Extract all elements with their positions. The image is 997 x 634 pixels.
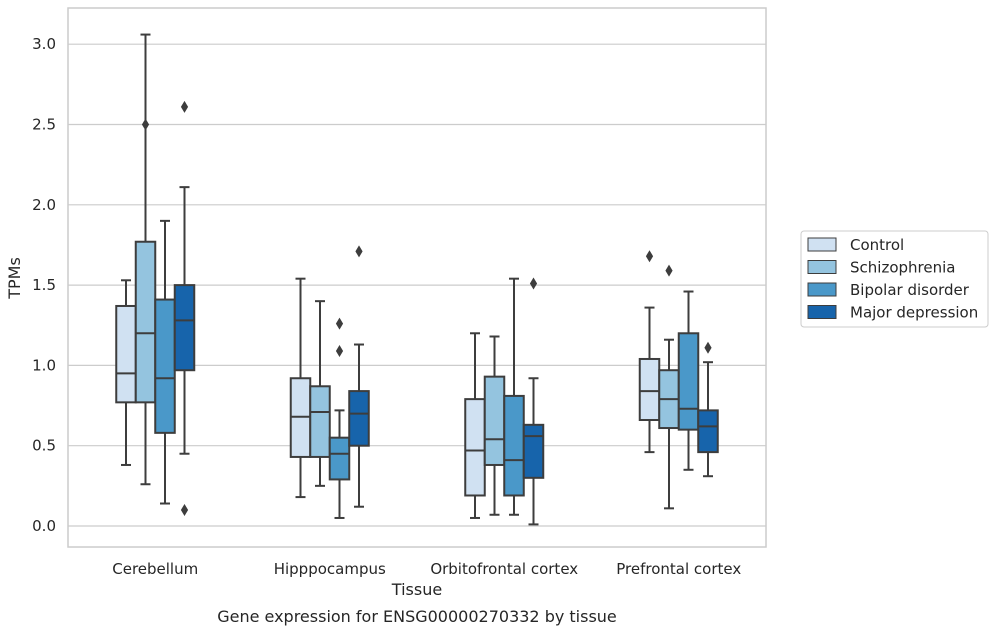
x-tick-label: Orbitofrontal cortex [430,560,578,578]
box-iqr [638,357,661,422]
box-iqr [697,409,719,454]
outlier-marker [141,118,150,131]
box-iqr [134,240,157,404]
x-axis-label: Tissue [391,580,442,599]
x-tick-label: Cerebellum [112,560,198,578]
box-major-depression [173,100,196,516]
box-iqr [154,298,176,434]
box-iqr [464,398,486,497]
legend-swatch [807,237,837,252]
legend: Control Schizophrenia Bipolar disorder Majo… [800,230,989,328]
outlier-marker [180,503,189,516]
box-control [464,332,486,519]
plot-area [67,7,767,548]
box-iqr [173,284,196,372]
outlier-marker [529,277,538,290]
y-tick-label: 3.0 [32,35,56,53]
legend-label: Bipolar disorder [850,281,970,299]
legend-swatch [807,282,837,297]
boxes [115,33,719,526]
outlier-marker [335,344,344,357]
outlier-marker [645,250,654,263]
box-iqr [503,394,525,497]
box-iqr [328,436,351,481]
box-iqr [483,375,506,466]
box-major-depression [522,277,545,526]
box-control [289,277,312,499]
box-control [638,250,661,454]
x-tick-label: Prefrontal cortex [616,560,741,578]
legend-label: Schizophrenia [850,259,955,277]
x-tick-labels: Cerebellum Hipppocampus Orbitofrontal cort… [112,560,741,578]
x-tick-label: Hipppocampus [274,560,386,578]
figure-caption: Gene expression for ENSG00000270332 by t… [217,607,617,626]
legend-frame [800,230,989,328]
box-bipolar-disorder [154,219,176,505]
box-iqr [677,332,700,431]
box-major-depression [697,341,719,478]
legend-swatch [807,260,837,274]
legend-swatch [807,305,837,319]
box-iqr [522,423,545,479]
outlier-marker [704,341,712,354]
box-iqr [348,390,370,447]
y-tick-labels: 0.0 0.5 1.0 1.5 2.0 2.5 3.0 [32,35,56,535]
y-axis-label: TPMs [5,257,24,300]
box-iqr [115,304,137,404]
y-tick-label: 2.0 [32,196,56,214]
box-iqr [309,385,331,458]
box-major-depression [348,245,370,508]
outlier-marker [665,264,673,277]
y-tick-label: 2.5 [32,116,56,134]
y-tick-label: 0.0 [32,517,56,535]
y-tick-label: 0.5 [32,437,56,455]
legend-label: Major depression [850,304,978,322]
box-bipolar-disorder [677,290,700,471]
box-schizophrenia [134,33,157,486]
y-tick-label: 1.5 [32,276,56,294]
outlier-marker [355,245,363,258]
legend-label: Control [850,236,904,254]
outlier-marker [335,317,344,330]
box-schizophrenia [658,264,680,510]
outlier-marker [180,100,189,113]
box-bipolar-disorder [328,317,351,519]
box-schizophrenia [309,300,331,487]
y-tick-label: 1.0 [32,356,56,374]
